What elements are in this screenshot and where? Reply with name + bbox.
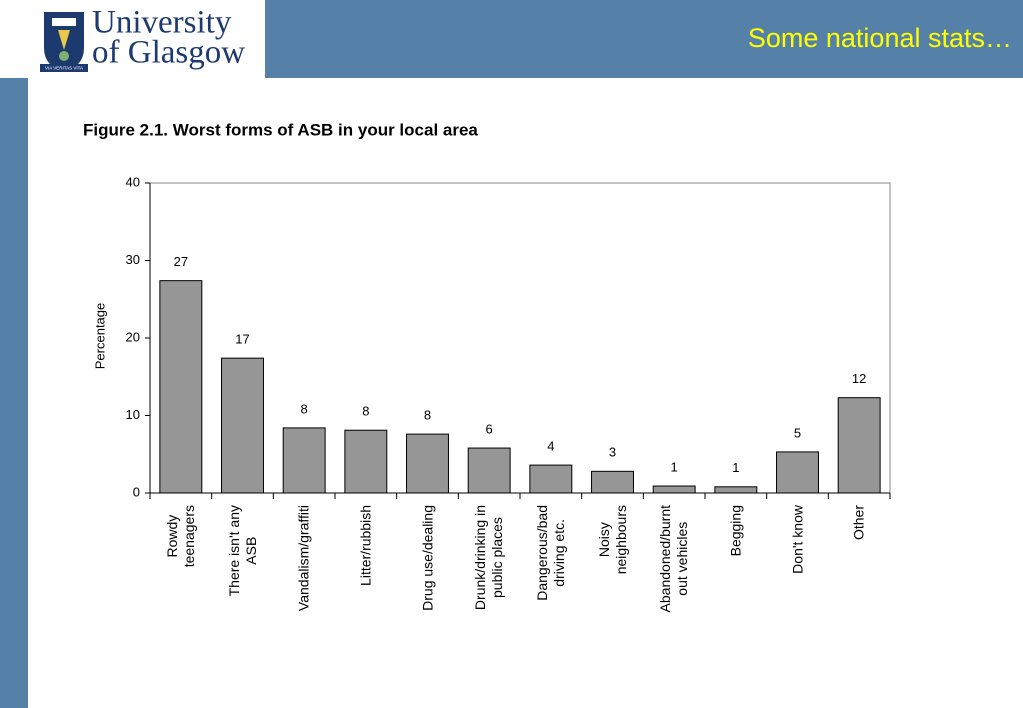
y-axis-label: Percentage (92, 303, 107, 370)
x-tick-label: There isn't any ASB (225, 505, 259, 597)
bar (406, 433, 449, 494)
x-tick-label: Abandoned/burnt out vehicles (657, 505, 691, 613)
y-tick-label: 40 (126, 174, 140, 189)
bar (652, 485, 696, 494)
bar (591, 470, 634, 494)
y-tick-label: 20 (126, 329, 140, 344)
value-label: 17 (235, 332, 249, 347)
x-tick-label: Litter/rubbish (357, 505, 374, 586)
bar (529, 464, 573, 494)
side-bar (0, 78, 28, 708)
value-label: 8 (362, 404, 369, 419)
logo-line1: University (92, 5, 232, 41)
value-label: 8 (424, 408, 431, 423)
x-tick-label: Drug use/dealing (419, 505, 435, 611)
value-label: 1 (732, 460, 739, 475)
logo-line2: of Glasgow (92, 35, 245, 71)
x-tick-label: Don't know (789, 505, 805, 574)
x-tick-label: Other (850, 505, 867, 541)
header-bar (265, 0, 1023, 78)
value-label: 27 (174, 254, 188, 269)
bar (837, 397, 881, 494)
x-tick-label: Noisy neighbours (595, 505, 629, 575)
crest: VIA VERITAS VITA (40, 12, 88, 72)
value-label: 3 (609, 445, 616, 460)
chart-title: Figure 2.1. Worst forms of ASB in your l… (83, 120, 478, 139)
x-tick-label: Drunk/drinking in public places (472, 505, 506, 611)
motto: VIA VERITAS VITA (45, 66, 83, 71)
value-label: 5 (794, 425, 801, 440)
bar (714, 486, 758, 494)
x-tick-label: Begging (727, 505, 744, 557)
value-label: 6 (486, 421, 493, 436)
value-label: 8 (301, 401, 308, 416)
value-label: 1 (671, 459, 678, 474)
value-label: 4 (547, 439, 554, 454)
y-tick-label: 10 (126, 407, 140, 422)
bar (221, 357, 264, 494)
bar (282, 427, 326, 494)
bar (467, 447, 511, 494)
y-tick-label: 0 (133, 484, 140, 499)
bar (344, 429, 388, 494)
x-tick-label: Dangerous/bad driving etc. (533, 505, 567, 601)
y-tick-label: 30 (126, 252, 140, 267)
value-label: 12 (852, 371, 866, 386)
x-tick-label: Vandalism/graffiti (295, 505, 312, 612)
x-tick-label: Rowdy teenagers (163, 505, 197, 568)
bar (776, 451, 819, 494)
slide-title: Some national stats… (748, 23, 1012, 53)
bar (159, 280, 203, 494)
